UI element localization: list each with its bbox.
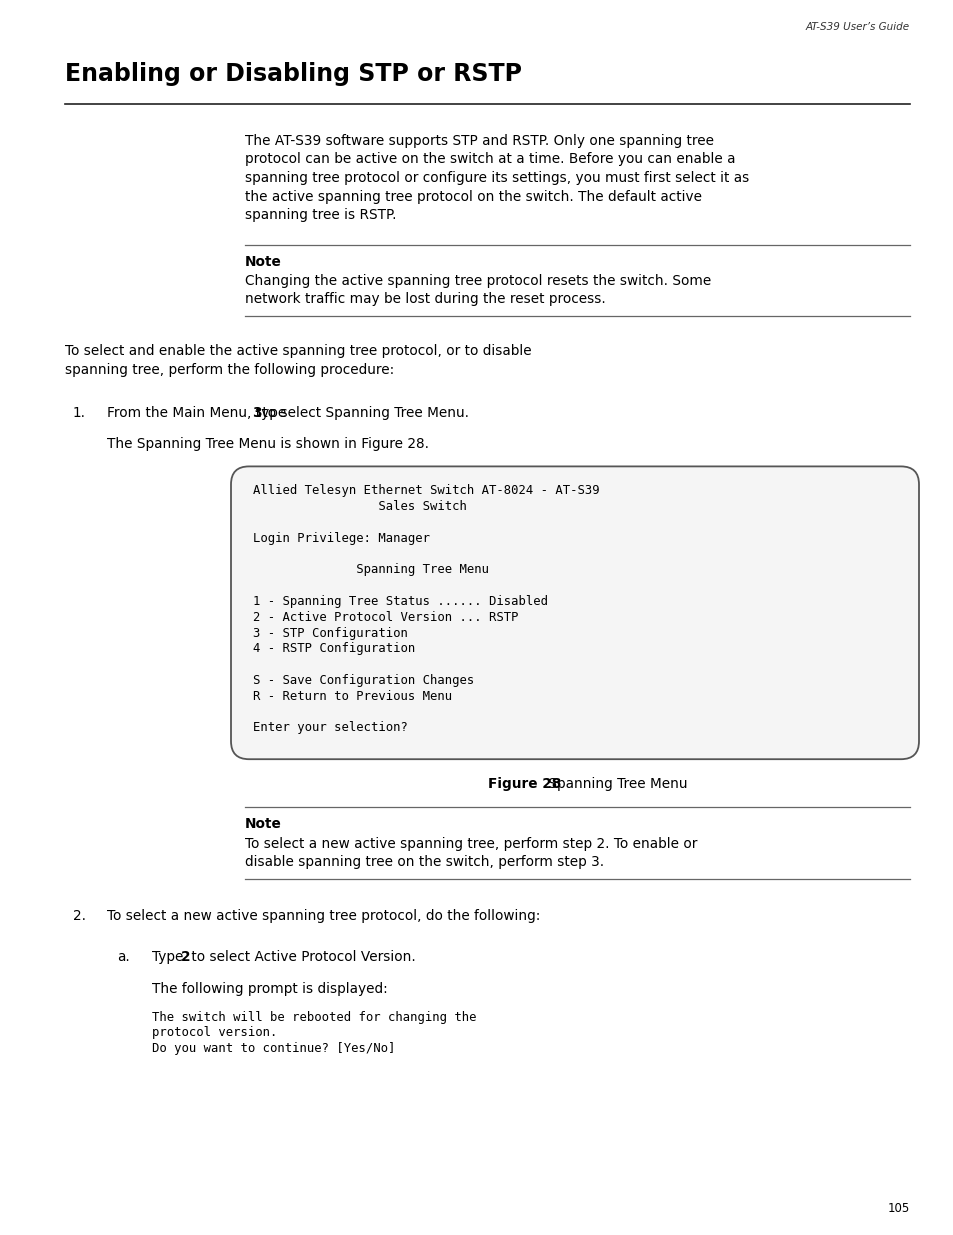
Text: a.: a. [117,950,130,963]
Text: Allied Telesyn Ethernet Switch AT-8024 - AT-S39: Allied Telesyn Ethernet Switch AT-8024 -… [253,484,599,498]
Text: Spanning Tree Menu: Spanning Tree Menu [543,777,687,792]
Text: spanning tree, perform the following procedure:: spanning tree, perform the following pro… [65,363,394,377]
Text: network traffic may be lost during the reset process.: network traffic may be lost during the r… [245,293,605,306]
Text: to select Spanning Tree Menu.: to select Spanning Tree Menu. [257,406,468,420]
Text: 3 - STP Configuration: 3 - STP Configuration [253,626,408,640]
Text: To select and enable the active spanning tree protocol, or to disable: To select and enable the active spanning… [65,345,531,358]
Text: S - Save Configuration Changes: S - Save Configuration Changes [253,674,474,687]
Text: Sales Switch: Sales Switch [253,500,466,514]
Text: 2 - Active Protocol Version ... RSTP: 2 - Active Protocol Version ... RSTP [253,611,518,624]
Text: the active spanning tree protocol on the switch. The default active: the active spanning tree protocol on the… [245,189,701,204]
Text: R - Return to Previous Menu: R - Return to Previous Menu [253,690,452,703]
Text: spanning tree protocol or configure its settings, you must first select it as: spanning tree protocol or configure its … [245,170,748,185]
Text: The AT-S39 software supports STP and RSTP. Only one spanning tree: The AT-S39 software supports STP and RST… [245,135,713,148]
Text: 3: 3 [252,406,261,420]
Text: From the Main Menu, type: From the Main Menu, type [107,406,291,420]
Text: Login Privilege: Manager: Login Privilege: Manager [253,532,430,545]
Text: 105: 105 [887,1202,909,1215]
Text: protocol version.: protocol version. [152,1026,277,1040]
Text: 4 - RSTP Configuration: 4 - RSTP Configuration [253,642,415,656]
Text: Enter your selection?: Enter your selection? [253,721,408,735]
Text: Enabling or Disabling STP or RSTP: Enabling or Disabling STP or RSTP [65,62,521,86]
Text: Note: Note [245,254,281,268]
Text: The switch will be rebooted for changing the: The switch will be rebooted for changing… [152,1010,476,1024]
Text: spanning tree is RSTP.: spanning tree is RSTP. [245,207,396,222]
Text: AT-S39 User’s Guide: AT-S39 User’s Guide [805,22,909,32]
Text: 1.: 1. [73,406,86,420]
Text: Note: Note [245,818,281,831]
Text: Do you want to continue? [Yes/No]: Do you want to continue? [Yes/No] [152,1042,395,1055]
Text: 2.: 2. [73,909,86,923]
Text: The following prompt is displayed:: The following prompt is displayed: [152,982,387,997]
FancyBboxPatch shape [231,467,918,760]
Text: The Spanning Tree Menu is shown in Figure 28.: The Spanning Tree Menu is shown in Figur… [107,437,429,451]
Text: 1 - Spanning Tree Status ...... Disabled: 1 - Spanning Tree Status ...... Disabled [253,595,547,608]
Text: 2: 2 [181,950,191,963]
Text: Changing the active spanning tree protocol resets the switch. Some: Changing the active spanning tree protoc… [245,274,711,288]
Text: protocol can be active on the switch at a time. Before you can enable a: protocol can be active on the switch at … [245,152,735,167]
Text: to select Active Protocol Version.: to select Active Protocol Version. [187,950,416,963]
Text: To select a new active spanning tree protocol, do the following:: To select a new active spanning tree pro… [107,909,539,923]
Text: To select a new active spanning tree, perform step 2. To enable or: To select a new active spanning tree, pe… [245,836,697,851]
Text: Type: Type [152,950,188,963]
Text: Spanning Tree Menu: Spanning Tree Menu [253,563,489,577]
Text: disable spanning tree on the switch, perform step 3.: disable spanning tree on the switch, per… [245,855,603,869]
Text: Figure 28: Figure 28 [488,777,561,792]
